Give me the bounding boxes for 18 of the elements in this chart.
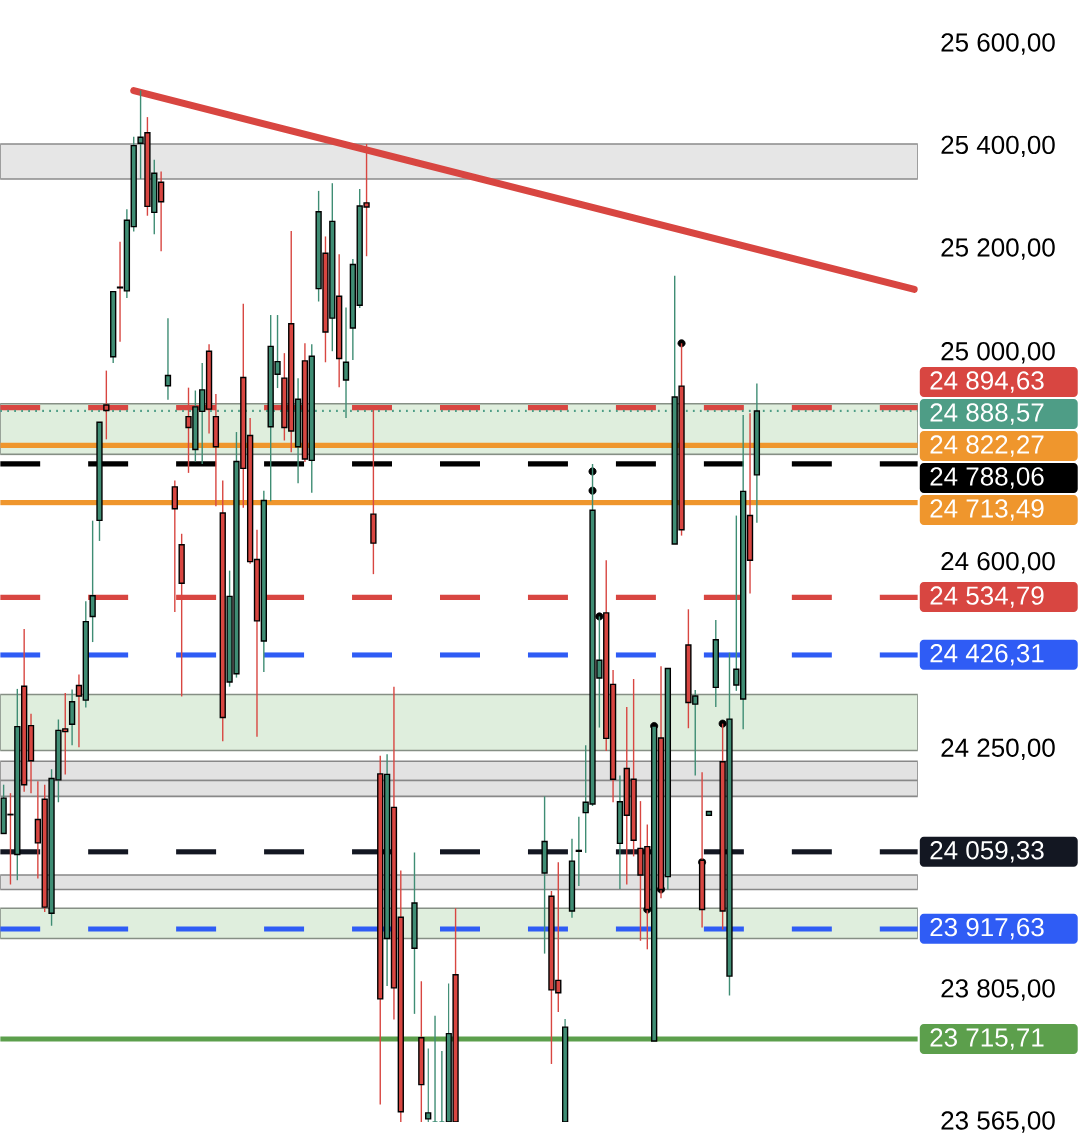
y-tick-label: 25 000,00 [941, 342, 1055, 364]
ref-line-label: 24 894,63 [930, 371, 1044, 393]
ref-line-label: 24 534,79 [930, 586, 1044, 608]
ref-line-label: 24 713,49 [930, 499, 1044, 521]
ref-line-label: 23 715,71 [930, 1028, 1044, 1050]
y-tick-label: 25 600,00 [941, 33, 1055, 55]
ref-line-label: 24 822,27 [930, 435, 1044, 457]
y-tick-label: 23 565,00 [941, 1111, 1055, 1133]
ref-line-label: 24 788,06 [930, 467, 1044, 489]
y-tick-label: 24 250,00 [941, 738, 1055, 761]
y-tick-label: 23 805,00 [941, 979, 1055, 1001]
ref-line-label: 24 059,33 [930, 841, 1044, 863]
y-tick-label: 25 400,00 [941, 135, 1055, 158]
ref-line-label: 24 426,31 [930, 644, 1044, 666]
y-tick-label: 25 200,00 [941, 238, 1055, 260]
y-tick-label: 24 600,00 [941, 551, 1055, 574]
ref-line-label: 23 917,63 [930, 917, 1044, 940]
ref-line-label: 24 888,57 [930, 403, 1044, 425]
